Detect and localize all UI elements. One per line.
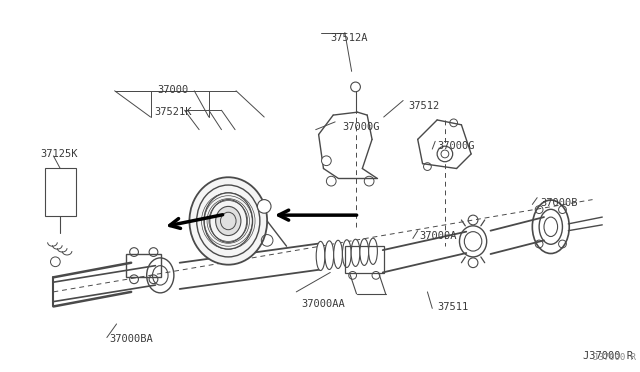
Ellipse shape	[369, 238, 378, 264]
Text: J37000 R: J37000 R	[593, 353, 636, 362]
Text: 37521K: 37521K	[154, 107, 191, 117]
Text: 37511: 37511	[437, 302, 468, 312]
Bar	[345, 246, 384, 273]
Circle shape	[257, 200, 271, 213]
Ellipse shape	[360, 239, 369, 265]
Circle shape	[321, 156, 332, 166]
Ellipse shape	[316, 241, 325, 270]
Ellipse shape	[342, 240, 351, 267]
Text: 37125K: 37125K	[41, 149, 78, 159]
Text: 37000BA: 37000BA	[110, 334, 154, 344]
Text: 37000: 37000	[157, 85, 189, 95]
Circle shape	[437, 146, 452, 162]
Ellipse shape	[189, 177, 267, 265]
Text: 37512A: 37512A	[330, 32, 368, 42]
Text: J37000 R: J37000 R	[583, 351, 633, 361]
Ellipse shape	[325, 241, 333, 269]
Text: 37000A: 37000A	[420, 231, 457, 241]
Text: 37000G: 37000G	[437, 141, 475, 151]
Ellipse shape	[216, 206, 241, 235]
Bar	[45, 167, 76, 216]
Text: 37512: 37512	[408, 100, 439, 110]
Text: 37000AA: 37000AA	[301, 299, 345, 309]
Text: 37000B: 37000B	[540, 198, 578, 208]
Ellipse shape	[351, 239, 360, 266]
Ellipse shape	[333, 240, 342, 269]
Text: 37000G: 37000G	[342, 122, 380, 132]
Bar	[126, 254, 161, 277]
